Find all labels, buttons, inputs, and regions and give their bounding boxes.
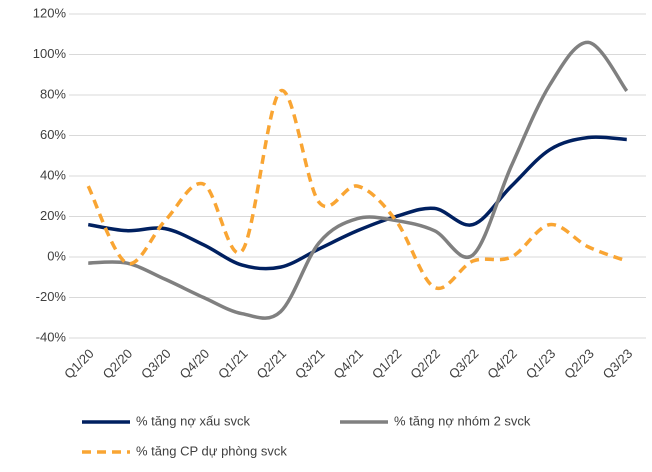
y-tick-label: 60%	[40, 127, 66, 142]
x-tick-label: Q1/22	[369, 346, 405, 382]
x-tick-label: Q1/23	[523, 346, 559, 382]
x-tick-label: Q3/22	[446, 346, 482, 382]
x-tick-label: Q2/23	[561, 346, 597, 382]
series-line	[87, 135, 627, 271]
x-tick-label: Q3/21	[292, 346, 328, 382]
x-tick-label: Q2/21	[253, 346, 289, 382]
y-tick-label: 100%	[33, 46, 67, 61]
x-tick-label: Q1/21	[215, 346, 251, 382]
y-tick-label: 120%	[33, 5, 67, 20]
x-tick-label: Q4/22	[484, 346, 520, 382]
x-tick-label: Q3/20	[138, 346, 174, 382]
x-tick-label: Q1/20	[61, 346, 97, 382]
x-tick-label: Q2/20	[100, 346, 136, 382]
y-tick-label: 40%	[40, 167, 66, 182]
y-tick-label: 0%	[47, 248, 66, 263]
y-tick-label: -20%	[36, 289, 67, 304]
legend-label: % tăng nợ nhóm 2 svck	[394, 413, 531, 428]
y-tick-label: 80%	[40, 86, 66, 101]
x-tick-label: Q4/20	[177, 346, 213, 382]
series-line	[86, 89, 628, 291]
x-tick-label: Q2/22	[407, 346, 443, 382]
x-tick-label: Q4/21	[330, 346, 366, 382]
series-line	[88, 40, 629, 320]
y-tick-label: -40%	[36, 329, 67, 344]
y-tick-label: 20%	[40, 208, 66, 223]
legend-label: % tăng nợ xấu svck	[136, 413, 251, 428]
legend-label: % tăng CP dự phòng svck	[136, 443, 287, 458]
x-tick-label: Q3/23	[600, 346, 636, 382]
